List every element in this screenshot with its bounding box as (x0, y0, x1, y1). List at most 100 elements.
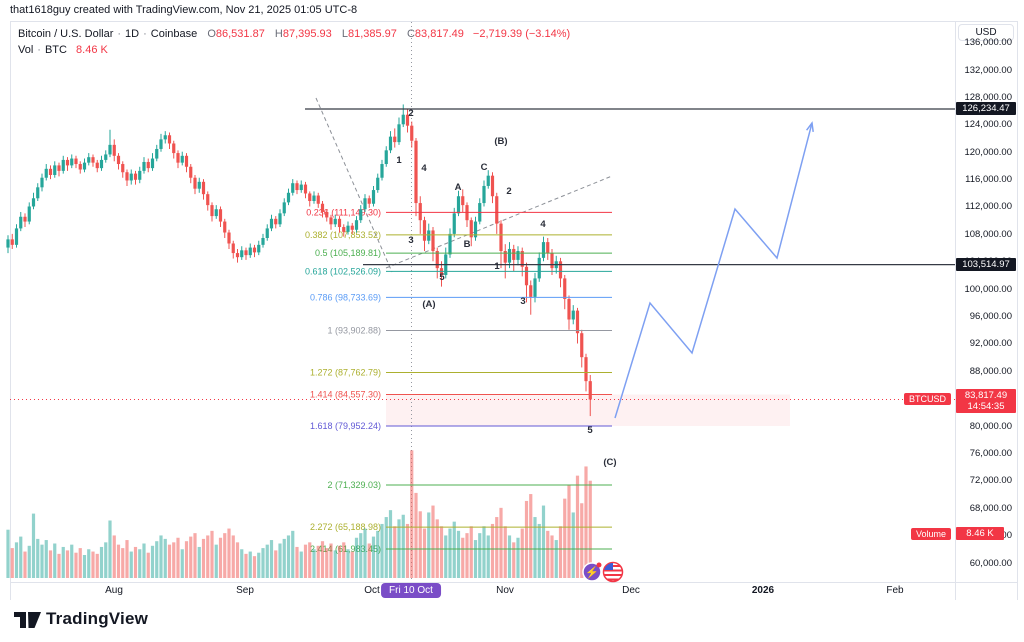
timeaxis-separator (10, 582, 1018, 583)
candle (78, 164, 82, 170)
elliott-wave-label[interactable]: 4 (540, 219, 546, 230)
volume-bar (257, 552, 261, 578)
time-tick-label: Nov (496, 585, 514, 596)
candle (461, 196, 465, 206)
candle (163, 135, 167, 140)
tradingview-wordmark[interactable]: TradingView (46, 609, 149, 628)
fib-level-label: 0.382 (107,853.52) (305, 230, 381, 240)
candle (82, 162, 87, 170)
open-value: 86,531.87 (215, 28, 265, 40)
volume-bar (206, 535, 210, 578)
fib-labels-layer: 0.236 (111,149.30) 0.382 (107,853.52) 0.5 … (305, 207, 381, 554)
volume-bar (516, 537, 520, 578)
volume-bar (541, 505, 546, 578)
close-value: 83,817.49 (414, 28, 464, 40)
candle (486, 175, 490, 186)
volume-bar (550, 535, 554, 578)
elliott-wave-label[interactable]: 3 (408, 235, 413, 246)
candle (452, 213, 456, 234)
event-marker-us-flag-icon[interactable] (602, 561, 624, 583)
elliott-wave-label[interactable]: (A) (422, 299, 435, 310)
volume-bar (172, 542, 176, 578)
dashed-trendline[interactable] (385, 175, 613, 269)
separator: · (117, 28, 122, 40)
candle (516, 251, 520, 260)
volume-bar (180, 549, 184, 578)
elliott-wave-label[interactable]: B (464, 239, 471, 250)
volume-bar (167, 544, 172, 578)
candle (278, 213, 282, 225)
volume-indicator-label[interactable]: Vol (18, 44, 34, 56)
candle (27, 206, 31, 222)
volume-bar (210, 530, 214, 578)
volume-bar (499, 507, 503, 578)
last-price-axis-label: 83,817.49 14:54:35 (956, 388, 1016, 413)
elliott-wave-label[interactable]: 5 (439, 272, 445, 283)
volume-bar (48, 550, 53, 578)
candle (427, 230, 431, 241)
elliott-wave-label[interactable]: 1 (494, 261, 500, 272)
elliott-wave-label[interactable]: 2 (408, 108, 413, 119)
candle (541, 242, 546, 258)
volume-bar (201, 538, 206, 578)
panel-right-border (1017, 21, 1018, 600)
candle (359, 209, 363, 221)
candle (197, 181, 201, 189)
candles-layer (6, 104, 592, 417)
event-marker-lightning-icon[interactable]: ⚡ (582, 562, 602, 582)
elliott-wave-label[interactable]: A (455, 182, 462, 193)
volume-bar (19, 536, 23, 578)
candle (57, 165, 61, 171)
price-tick-label: 112,000.00 (965, 201, 1012, 213)
volume-bar (414, 492, 418, 578)
volume-bar (286, 535, 291, 578)
volume-bar (31, 513, 36, 578)
candle (588, 381, 592, 400)
elliott-wave-label[interactable]: 3 (520, 296, 525, 307)
candle (125, 172, 129, 181)
volume-bar (159, 535, 163, 578)
volume-bar (554, 540, 558, 578)
candle (176, 153, 180, 163)
candle (584, 357, 588, 382)
elliott-wave-label[interactable]: 2 (506, 186, 511, 197)
candle (295, 183, 299, 191)
price-tick-label: 96,000.00 (969, 311, 1012, 323)
candle (401, 114, 405, 125)
legend-row-symbol: Bitcoin / U.S. Dollar · 1D · Coinbase O86,53… (18, 26, 570, 42)
symbol-title[interactable]: Bitcoin / U.S. Dollar (18, 28, 114, 40)
tradingview-logo-icon[interactable] (14, 608, 44, 632)
candle (244, 250, 248, 256)
interval-label[interactable]: 1D (125, 28, 140, 40)
fib-lines-layer (386, 211, 612, 550)
time-axis[interactable]: Aug Sep Oct Nov Dec 2026 Feb Fri 10 Oct (10, 582, 1018, 600)
candle (48, 168, 53, 175)
candle (91, 157, 95, 163)
dashed-trendline[interactable] (315, 97, 393, 273)
attribution-text: that1618guy created with TradingView.com… (10, 4, 358, 16)
candle (231, 243, 235, 254)
currency-button[interactable]: USD (958, 24, 1014, 41)
elliott-wave-label[interactable]: 4 (421, 163, 427, 174)
elliott-wave-label[interactable]: 5 (587, 425, 593, 436)
candle (571, 310, 575, 320)
elliott-wave-label[interactable]: 1 (396, 155, 402, 166)
candle (65, 159, 70, 166)
projection-path[interactable] (614, 122, 813, 419)
volume-bar (231, 535, 235, 578)
candle (70, 158, 74, 166)
elliott-wave-label[interactable]: (B) (494, 136, 507, 147)
candle (61, 159, 65, 171)
elliott-wave-label[interactable]: (C) (603, 457, 616, 468)
candle (116, 155, 121, 165)
volume-bar (405, 523, 410, 578)
candle (99, 159, 104, 169)
volume-badge: Volume (910, 528, 951, 540)
price-tick-label: 92,000.00 (969, 338, 1012, 350)
candle (257, 244, 261, 253)
volume-bar (295, 546, 299, 578)
elliott-wave-label[interactable]: C (481, 162, 488, 173)
price-tick-label: 116,000.00 (965, 174, 1012, 186)
volume-bar (252, 556, 257, 578)
